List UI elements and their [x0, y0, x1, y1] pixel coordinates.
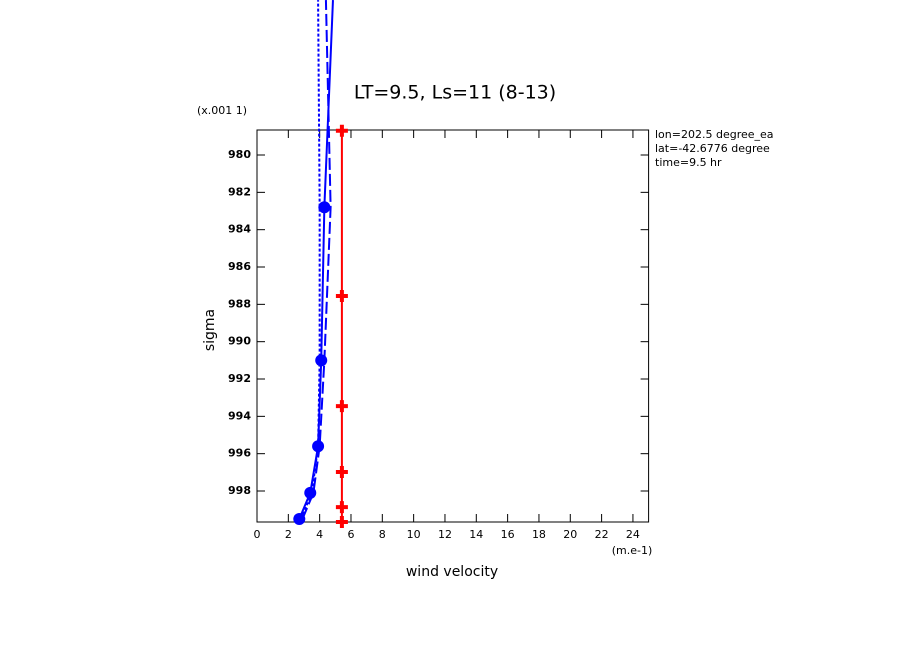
x-tick-label: 6 [347, 528, 354, 541]
x-tick-label: 0 [254, 528, 261, 541]
x-tick-label: 4 [316, 528, 323, 541]
x-tick-label: 16 [501, 528, 515, 541]
marker [335, 124, 348, 137]
x-tick-label: 2 [285, 528, 292, 541]
x-tick-label: 20 [563, 528, 577, 541]
y-tick-label: 988 [228, 297, 251, 310]
x-axis-label: wind velocity [406, 564, 498, 580]
plot-frame [256, 129, 650, 523]
y-tick-label: 982 [228, 185, 251, 198]
y-tick-label: 984 [228, 223, 251, 236]
annotation: time=9.5 hr [655, 156, 722, 169]
x-units: (m.e-1) [612, 544, 653, 557]
x-tick-label: 10 [407, 528, 421, 541]
x-tick-label: 22 [595, 528, 609, 541]
x-tick-label: 18 [532, 528, 546, 541]
marker [335, 501, 348, 514]
y-tick-label: 996 [228, 447, 251, 460]
y-tick-label: 994 [228, 409, 251, 422]
annotation: lon=202.5 degree_ea [655, 128, 774, 141]
x-tick-label: 14 [469, 528, 483, 541]
y-tick-label: 980 [228, 148, 251, 161]
marker [335, 400, 348, 413]
y-tick-label: 990 [228, 335, 251, 348]
series-line [301, 0, 332, 520]
y-axis-label: sigma [202, 309, 218, 351]
x-tick-label: 12 [438, 528, 452, 541]
marker [335, 289, 348, 302]
marker [335, 465, 348, 478]
marker [293, 513, 306, 526]
annotation: lat=-42.6776 degree [655, 142, 770, 155]
chart-title: LT=9.5, Ls=11 (8-13) [354, 82, 556, 104]
marker [335, 516, 348, 528]
y-tick-label: 986 [228, 260, 251, 273]
x-tick-label: 8 [379, 528, 386, 541]
marker [304, 486, 317, 499]
y-tick-label: 992 [228, 372, 251, 385]
y-tick-label: 998 [228, 484, 251, 497]
x-tick-label: 24 [626, 528, 640, 541]
marker [318, 201, 331, 214]
y-units: (x.001 1) [197, 104, 247, 117]
